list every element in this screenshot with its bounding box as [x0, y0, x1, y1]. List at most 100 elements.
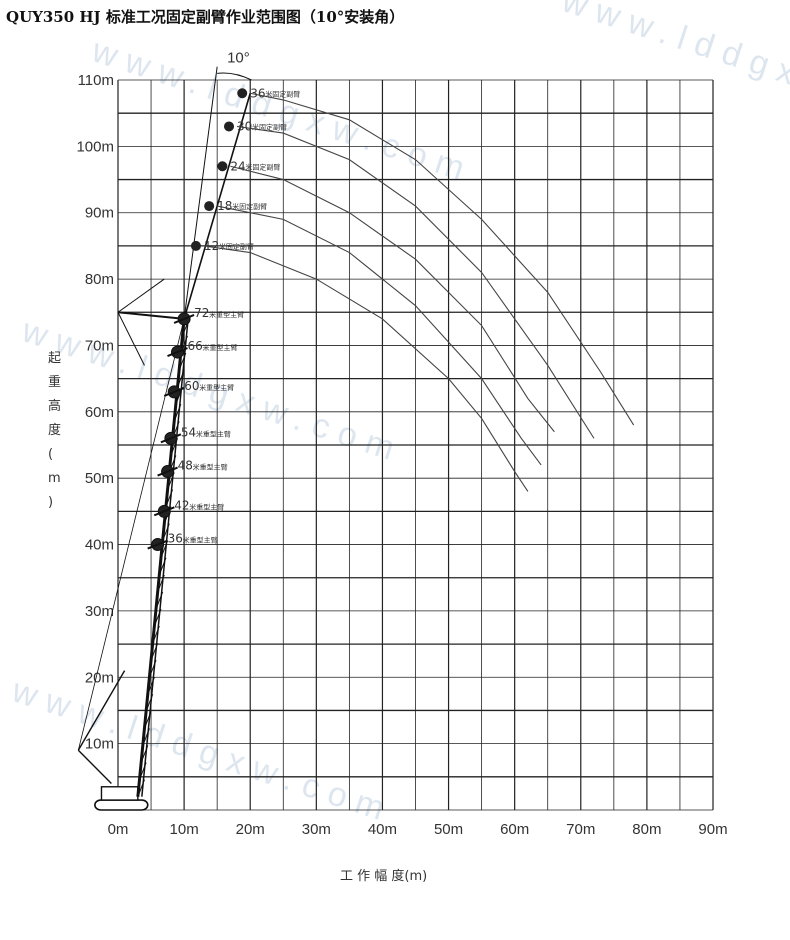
jib-length-label: 36 — [250, 86, 265, 100]
y-axis-label-char: 重 — [48, 374, 61, 390]
main-boom-length: 54 — [181, 425, 196, 439]
y-tick-label: 10m — [85, 736, 114, 753]
series-18-line — [217, 205, 542, 466]
jib-length-label: 30 — [237, 119, 252, 133]
jib-reference-line — [183, 66, 218, 319]
jib-text-label: 米固定副臂 — [245, 162, 280, 171]
boom-lattice — [158, 557, 167, 576]
boom-lattice — [178, 352, 187, 371]
jib-head — [217, 161, 228, 172]
y-axis-label-char: m — [48, 471, 61, 486]
x-tick-label: 0m — [108, 821, 129, 838]
boom-lattice — [167, 472, 175, 490]
x-tick-label: 10m — [170, 821, 199, 838]
series-36-line — [250, 92, 635, 426]
series-12-line — [203, 245, 529, 492]
jib-text-label: 米固定副臂 — [252, 122, 287, 131]
main-boom-length: 42 — [174, 498, 189, 512]
watermark: www.lddgxw.com — [557, 0, 790, 141]
jib-length-label: 18 — [217, 199, 232, 213]
pendant-line — [77, 318, 185, 751]
crawler-track — [94, 799, 149, 811]
y-axis-label-char: 起 — [48, 351, 61, 366]
y-tick-label: 90m — [85, 205, 114, 222]
jib-strut — [117, 311, 185, 320]
boom-lattice — [143, 711, 152, 729]
x-tick-label: 60m — [500, 821, 529, 838]
y-tick-label: 50m — [85, 470, 114, 487]
angle-arc — [217, 72, 252, 81]
main-boom-text: 米重型主臂 — [199, 383, 234, 392]
crane-drawing — [77, 66, 252, 811]
jib-length-label: 24 — [230, 159, 245, 173]
y-tick-label: 60m — [85, 404, 114, 421]
y-tick-label: 30m — [85, 603, 114, 620]
main-boom-text: 米重型主臂 — [196, 429, 231, 438]
boom-lattice — [137, 779, 145, 797]
boom-lattice — [153, 608, 162, 627]
series-layer — [190, 88, 635, 492]
main-boom-text: 米重型主臂 — [203, 343, 238, 352]
boom-lattice — [150, 642, 159, 661]
x-tick-label: 40m — [368, 821, 397, 838]
boom-head-sheave — [147, 539, 169, 550]
boom-lattice — [155, 591, 164, 610]
x-tick-label: 70m — [566, 821, 595, 838]
mast — [77, 670, 126, 751]
boom-lattice — [139, 762, 147, 780]
strut-line — [117, 278, 165, 313]
series-24-line — [230, 165, 555, 433]
boom-lattice — [165, 489, 174, 507]
boom-head-sheave — [173, 313, 195, 324]
chart-title: QUY350 HJ 标准工况固定副臂作业范围图（10°安装角） — [6, 8, 405, 26]
boom-lattice — [148, 660, 157, 678]
y-tick-label: 80m — [85, 271, 114, 288]
y-tick-label: 70m — [85, 337, 114, 354]
x-tick-label: 80m — [632, 821, 661, 838]
main-boom-length: 48 — [178, 459, 193, 473]
main-boom-chord — [141, 318, 189, 797]
jib-text-label: 米固定副臂 — [219, 242, 254, 251]
main-boom-length: 60 — [184, 379, 199, 393]
main-boom-text: 米重型主臂 — [209, 310, 244, 319]
jib-head — [237, 88, 248, 99]
boom-lattice — [162, 523, 170, 541]
grid-layer — [117, 79, 714, 811]
jib-head — [204, 201, 215, 212]
boom-head-sheave — [153, 506, 175, 517]
boom-lattice — [157, 574, 165, 593]
main-boom-text: 米重型主臂 — [183, 536, 218, 545]
boom-head-sheave — [167, 347, 188, 358]
y-axis-label-char: 度 — [48, 422, 61, 438]
jib-text-label: 米固定副臂 — [232, 202, 267, 211]
jib-head — [190, 240, 201, 251]
y-tick-label: 40m — [85, 537, 114, 554]
boom-lattice — [142, 728, 150, 746]
jib-text-label: 米固定副臂 — [265, 89, 300, 98]
watermark-layer: www.lddgxw.com www.lddgxw.com www.lddgxw.c… — [7, 0, 790, 831]
cab-body — [100, 786, 139, 801]
x-tick-label: 30m — [302, 821, 331, 838]
main-boom-text: 米重型主臂 — [193, 463, 228, 472]
watermark: www.lddgxw.com — [7, 671, 399, 831]
x-tick-label: 90m — [698, 821, 727, 838]
tick-labels: 0m 10m 20m 30m 40m 50m 60m 70m 80m 90m 10m 20m 30m 40… — [76, 72, 727, 838]
x-tick-label: 50m — [434, 821, 463, 838]
boom-lattice — [152, 625, 160, 644]
y-tick-label: 110m — [78, 72, 114, 89]
watermark: www.lddgxw.com — [87, 31, 479, 191]
y-axis-label-char: ) — [48, 495, 53, 510]
jib-head — [224, 121, 234, 132]
main-boom-text: 米重型主臂 — [189, 502, 224, 511]
main-boom-length: 36 — [168, 532, 183, 546]
y-axis-label-char: 高 — [48, 398, 61, 414]
boom-head-sheave — [163, 386, 185, 397]
boom-lattice — [177, 369, 185, 388]
y-axis-label: 起重高度 ( m) — [48, 351, 61, 510]
y-axis-label-char: ( — [48, 447, 53, 462]
boom-lattice — [147, 677, 155, 695]
angle-label: 10° — [227, 50, 250, 67]
boom-lattice — [140, 745, 149, 763]
